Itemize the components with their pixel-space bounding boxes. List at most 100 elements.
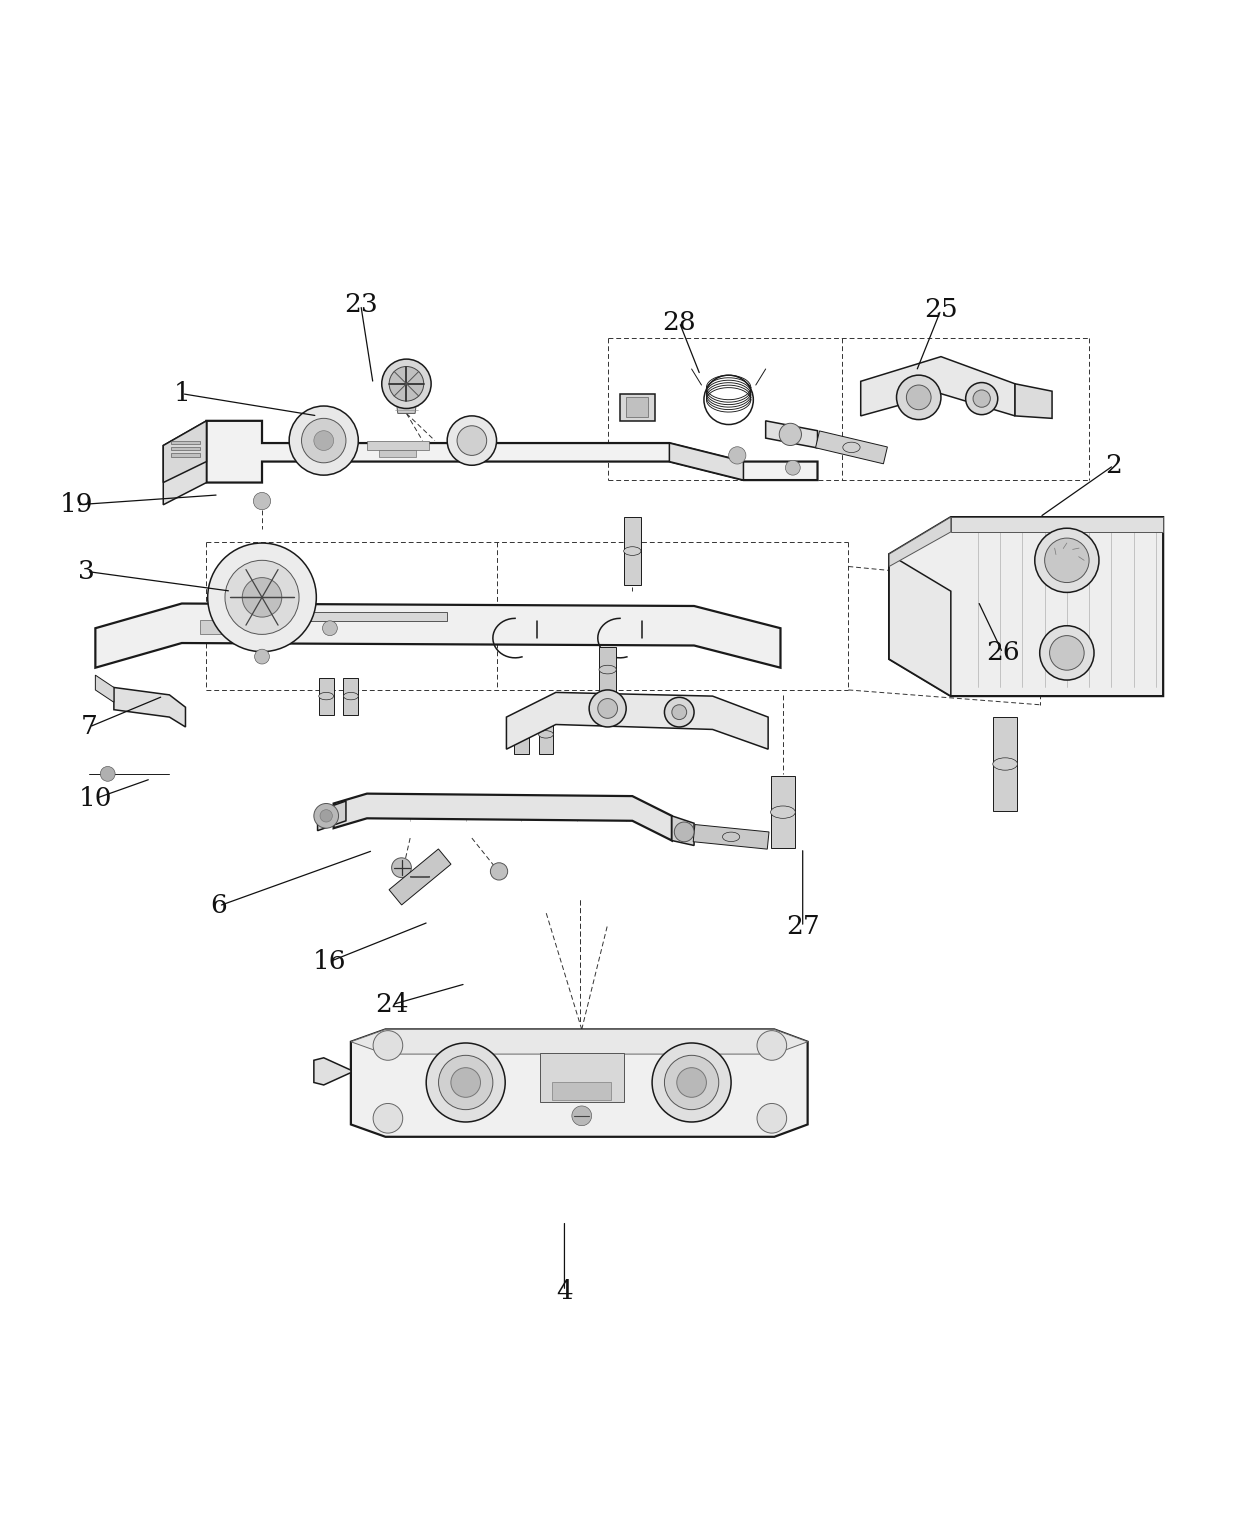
Polygon shape — [765, 420, 817, 448]
Polygon shape — [164, 420, 207, 483]
Circle shape — [322, 620, 337, 636]
Bar — [201, 619, 224, 634]
Circle shape — [490, 863, 507, 880]
Circle shape — [382, 359, 432, 408]
Polygon shape — [951, 516, 1163, 532]
Polygon shape — [164, 420, 207, 504]
Circle shape — [572, 1106, 591, 1126]
Bar — [367, 440, 429, 451]
Text: 4: 4 — [556, 1279, 573, 1303]
Polygon shape — [670, 443, 744, 480]
Circle shape — [314, 804, 339, 828]
Polygon shape — [95, 675, 114, 703]
Circle shape — [439, 1056, 492, 1109]
Bar — [171, 452, 201, 457]
Circle shape — [373, 1031, 403, 1060]
Polygon shape — [396, 394, 418, 414]
Ellipse shape — [319, 692, 334, 700]
Circle shape — [973, 390, 991, 408]
Circle shape — [392, 857, 412, 877]
Circle shape — [677, 1068, 707, 1097]
Circle shape — [665, 1056, 719, 1109]
Text: 23: 23 — [343, 292, 378, 318]
Text: 19: 19 — [60, 492, 93, 518]
Ellipse shape — [513, 730, 528, 738]
Text: 24: 24 — [374, 992, 408, 1018]
Text: 26: 26 — [986, 640, 1019, 665]
Bar — [620, 394, 655, 420]
Polygon shape — [1016, 384, 1052, 419]
Text: 6: 6 — [211, 894, 227, 918]
Polygon shape — [599, 646, 616, 692]
Polygon shape — [889, 555, 951, 697]
Text: 25: 25 — [924, 298, 957, 322]
Polygon shape — [319, 677, 334, 715]
Circle shape — [207, 542, 316, 651]
Ellipse shape — [770, 805, 795, 819]
Circle shape — [301, 419, 346, 463]
Circle shape — [320, 810, 332, 822]
Polygon shape — [693, 825, 769, 850]
Circle shape — [729, 446, 746, 465]
Circle shape — [758, 1031, 786, 1060]
Circle shape — [373, 1103, 403, 1134]
Circle shape — [253, 492, 270, 510]
Text: 3: 3 — [78, 559, 95, 584]
Circle shape — [289, 406, 358, 475]
Polygon shape — [207, 420, 817, 483]
Polygon shape — [538, 715, 553, 755]
Circle shape — [1034, 529, 1099, 593]
Circle shape — [906, 385, 931, 410]
Circle shape — [665, 697, 694, 727]
Circle shape — [1049, 636, 1084, 671]
Text: 1: 1 — [174, 380, 190, 406]
Polygon shape — [317, 801, 346, 831]
Bar — [626, 397, 649, 417]
Polygon shape — [334, 793, 672, 840]
Circle shape — [652, 1044, 732, 1122]
Circle shape — [242, 578, 281, 617]
Polygon shape — [506, 692, 768, 749]
Polygon shape — [343, 677, 358, 715]
Circle shape — [785, 460, 800, 475]
Polygon shape — [389, 850, 451, 905]
Text: 27: 27 — [786, 914, 820, 940]
Circle shape — [314, 431, 334, 451]
Polygon shape — [889, 516, 951, 567]
Text: 2: 2 — [1105, 452, 1122, 478]
Ellipse shape — [624, 547, 641, 555]
Polygon shape — [816, 431, 888, 465]
Text: 16: 16 — [314, 949, 347, 973]
Ellipse shape — [723, 833, 740, 842]
Circle shape — [427, 1044, 505, 1122]
Polygon shape — [672, 816, 694, 845]
Circle shape — [758, 1103, 786, 1134]
Circle shape — [897, 376, 941, 420]
Ellipse shape — [599, 665, 616, 674]
Bar — [171, 440, 201, 445]
Text: 7: 7 — [81, 715, 98, 740]
Circle shape — [254, 649, 269, 665]
Circle shape — [290, 614, 308, 633]
Polygon shape — [351, 1030, 807, 1054]
Circle shape — [589, 691, 626, 727]
Polygon shape — [993, 717, 1018, 811]
Circle shape — [598, 698, 618, 718]
Circle shape — [451, 1068, 481, 1097]
Polygon shape — [770, 776, 795, 848]
Circle shape — [779, 423, 801, 446]
Polygon shape — [624, 516, 641, 585]
Polygon shape — [351, 1030, 807, 1137]
Polygon shape — [95, 604, 780, 668]
Text: 28: 28 — [662, 310, 696, 335]
Ellipse shape — [993, 758, 1018, 770]
Circle shape — [224, 561, 299, 634]
Bar — [552, 1082, 611, 1100]
Circle shape — [458, 426, 486, 455]
Bar — [171, 446, 201, 451]
Ellipse shape — [538, 730, 553, 738]
Polygon shape — [114, 688, 186, 727]
Ellipse shape — [343, 692, 358, 700]
Circle shape — [1039, 626, 1094, 680]
Ellipse shape — [843, 442, 861, 452]
